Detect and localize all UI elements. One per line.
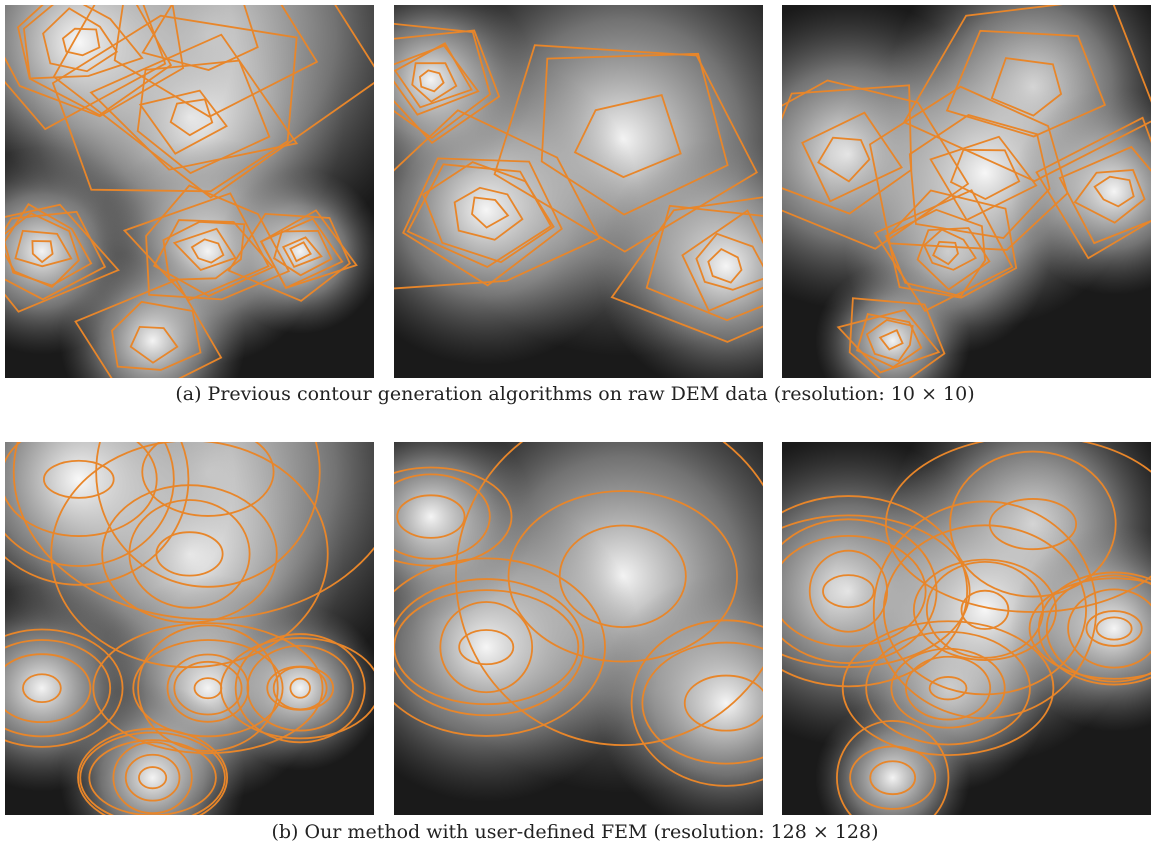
contour-panel xyxy=(328,359,856,832)
figure-canvas: (a) Previous contour generation algorith… xyxy=(0,0,1151,850)
figure: (a) Previous contour generation algorith… xyxy=(0,0,1151,850)
caption: (b) Our method with user-defined FEM (re… xyxy=(271,821,878,843)
caption: (a) Previous contour generation algorith… xyxy=(175,383,974,405)
contour-panel xyxy=(328,0,856,395)
contour-panel xyxy=(0,0,440,434)
